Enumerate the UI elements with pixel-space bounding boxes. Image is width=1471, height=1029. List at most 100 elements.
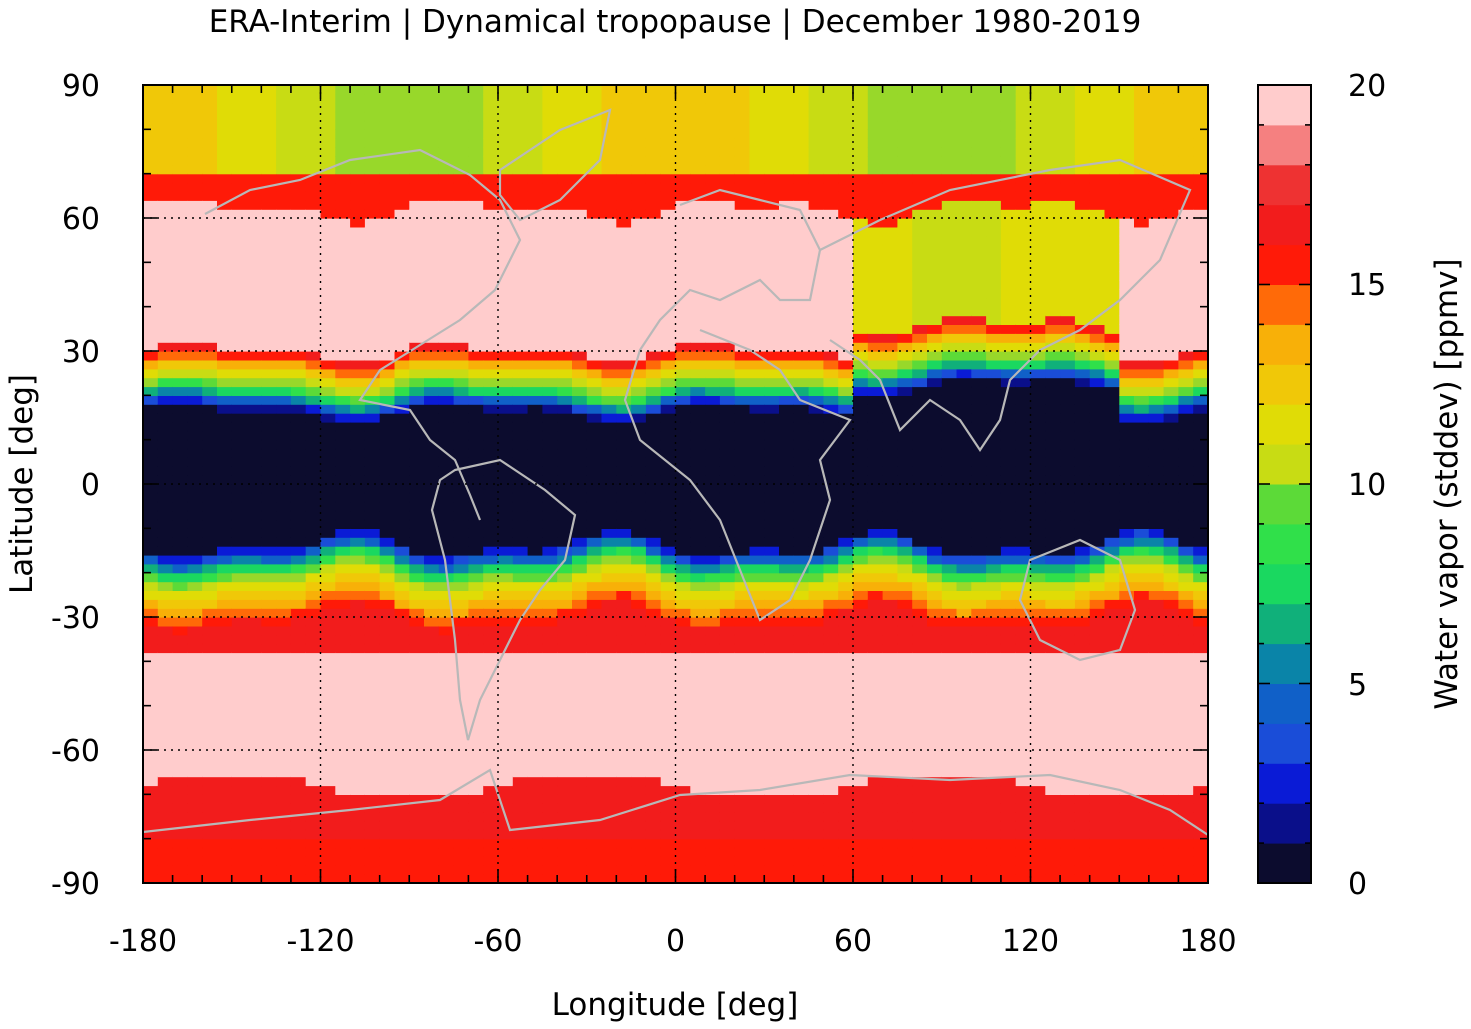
heatmap-cell — [320, 785, 336, 795]
heatmap-cell — [394, 448, 410, 458]
heatmap-cell — [793, 297, 810, 308]
heatmap-cell — [705, 643, 721, 654]
heatmap-cell — [867, 528, 884, 538]
heatmap-cell — [231, 847, 248, 857]
heatmap-cell — [793, 581, 810, 591]
heatmap-cell — [586, 155, 603, 166]
heatmap-cell — [246, 111, 262, 122]
heatmap-cell — [586, 590, 603, 600]
heatmap-cell — [424, 439, 440, 450]
heatmap-cell — [808, 271, 824, 281]
heatmap-cell — [572, 439, 588, 450]
heatmap-cell — [764, 351, 780, 361]
heatmap-cell — [941, 484, 958, 494]
heatmap-cell — [202, 492, 218, 503]
heatmap-cell — [645, 714, 662, 724]
heatmap-cell — [350, 634, 366, 645]
heatmap-cell — [660, 732, 677, 742]
heatmap-cell — [912, 838, 928, 849]
heatmap-cell — [231, 563, 248, 574]
heatmap-cell — [527, 546, 543, 556]
heatmap-cell — [143, 563, 159, 574]
heatmap-cell — [335, 280, 351, 290]
heatmap-cell — [719, 377, 736, 388]
heatmap-cell — [261, 554, 277, 565]
heatmap-cell — [808, 767, 824, 778]
heatmap-cell — [808, 634, 824, 645]
heatmap-cell — [261, 670, 277, 680]
heatmap-cell — [231, 865, 248, 875]
heatmap-cell — [202, 608, 218, 618]
heatmap-cell — [187, 608, 203, 618]
heatmap-cell — [853, 705, 869, 716]
heatmap-cell — [838, 794, 854, 804]
heatmap-cell — [601, 218, 617, 228]
heatmap-cell — [157, 315, 174, 325]
heatmap-cell — [557, 590, 573, 600]
heatmap-cell — [645, 315, 662, 325]
heatmap-cell — [320, 368, 336, 379]
heatmap-cell — [645, 812, 662, 822]
heatmap-cell — [305, 519, 322, 529]
heatmap-cell — [379, 732, 396, 742]
heatmap-cell — [586, 262, 603, 272]
heatmap-cell — [527, 874, 543, 883]
heatmap-cell — [838, 342, 854, 352]
heatmap-cell — [941, 617, 958, 627]
heatmap-cell — [527, 670, 543, 680]
heatmap-cell — [616, 448, 632, 458]
heatmap-cell — [290, 111, 307, 122]
heatmap-cell — [764, 838, 780, 849]
heatmap-cell — [572, 430, 588, 441]
heatmap-cell — [601, 448, 617, 458]
heatmap-cell — [645, 244, 662, 255]
heatmap-cell — [290, 324, 307, 334]
heatmap-cell — [853, 235, 869, 246]
heatmap-cell — [793, 608, 810, 618]
heatmap-cell — [601, 803, 617, 813]
heatmap-cell — [261, 173, 277, 184]
heatmap-cell — [305, 501, 322, 512]
heatmap-cell — [586, 413, 603, 423]
heatmap-cell — [202, 93, 218, 104]
heatmap-cell — [586, 324, 603, 334]
heatmap-cell — [719, 155, 736, 166]
heatmap-cell — [217, 315, 233, 325]
heatmap-cell — [290, 803, 307, 813]
heatmap-cell — [616, 590, 632, 600]
heatmap-cell — [394, 315, 410, 325]
heatmap-cell — [379, 413, 396, 423]
heatmap-cell — [217, 342, 233, 352]
heatmap-cell — [453, 102, 469, 113]
heatmap-cell — [483, 395, 499, 405]
heatmap-cell — [808, 617, 824, 627]
heatmap-cell — [897, 421, 913, 432]
heatmap-cell — [601, 244, 617, 255]
heatmap-cell — [217, 173, 233, 184]
heatmap-cell — [853, 377, 869, 388]
heatmap-cell — [172, 395, 188, 405]
heatmap-cell — [927, 439, 943, 450]
heatmap-cell — [616, 643, 632, 654]
heatmap-cell — [217, 430, 233, 441]
heatmap-cell — [187, 342, 203, 352]
heatmap-cell — [231, 829, 248, 840]
heatmap-cell — [542, 315, 558, 325]
heatmap-cell — [645, 404, 662, 414]
heatmap-cell — [779, 111, 795, 122]
heatmap-cell — [542, 608, 558, 618]
heatmap-cell — [468, 723, 484, 733]
heatmap-cell — [483, 608, 499, 618]
heatmap-cell — [912, 510, 928, 521]
heatmap-cell — [927, 803, 943, 813]
heatmap-cell — [276, 280, 292, 290]
heatmap-cell — [379, 404, 396, 414]
heatmap-cell — [749, 395, 765, 405]
heatmap-cell — [498, 820, 514, 831]
heatmap-cell — [498, 519, 514, 529]
heatmap-cell — [808, 528, 824, 538]
heatmap-cell — [335, 643, 351, 654]
heatmap-cell — [897, 262, 913, 272]
heatmap-cell — [246, 838, 262, 849]
heatmap-cell — [572, 484, 588, 494]
